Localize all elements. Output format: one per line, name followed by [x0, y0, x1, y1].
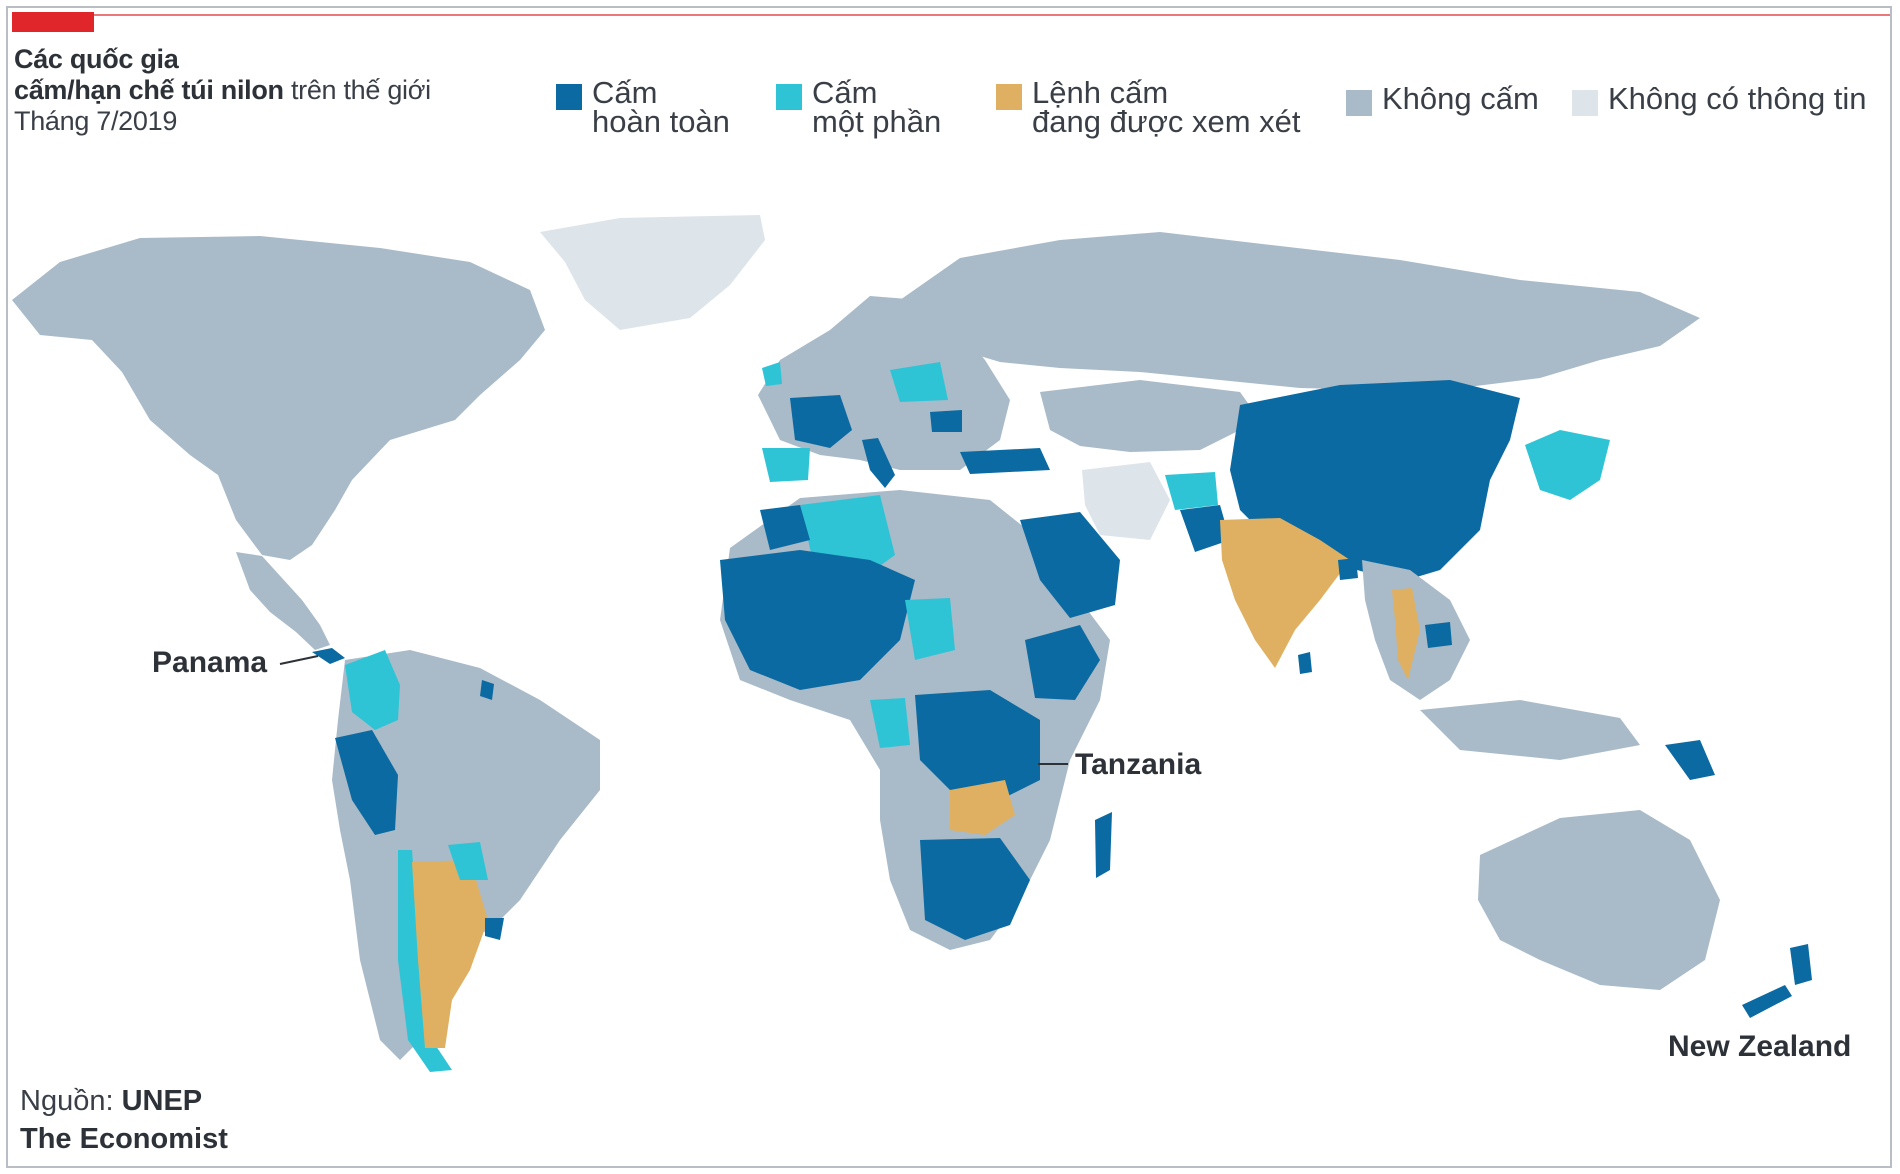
region-uruguay — [485, 918, 504, 940]
title-line2-rest: trên thế giới — [283, 75, 431, 105]
region-morocco — [760, 505, 810, 550]
region-iberia — [762, 448, 810, 482]
title-date: Tháng 7/2019 — [14, 106, 178, 136]
region-french-guiana — [480, 680, 494, 700]
region-italy — [862, 438, 895, 488]
region-central-asia — [1040, 380, 1260, 452]
region-russia — [900, 232, 1700, 390]
source-economist: The Economist — [20, 1123, 228, 1155]
legend-label-considering: Lệnh cấm đang được xem xét — [1032, 75, 1301, 139]
region-peru — [335, 730, 398, 835]
region-uk-ireland — [762, 362, 782, 386]
region-colombia — [345, 650, 400, 730]
region-paraguay — [448, 842, 488, 880]
region-turkey — [960, 448, 1050, 474]
callout-line-panama — [279, 655, 319, 665]
brand-accent-line — [94, 14, 1890, 16]
region-zambia — [950, 780, 1015, 835]
region-greenland — [540, 215, 765, 330]
region-west-africa — [720, 550, 915, 690]
region-thailand — [1392, 588, 1420, 680]
region-cambodia — [1425, 622, 1452, 648]
source-unep: UNEP — [121, 1085, 203, 1117]
region-southern-africa — [920, 838, 1030, 940]
region-madagascar — [1095, 812, 1112, 878]
region-argentina — [412, 860, 488, 1048]
callout-new-zealand: New Zealand — [1668, 1030, 1851, 1063]
brand-accent-bar — [12, 12, 94, 32]
region-central-america — [236, 552, 330, 650]
legend-label-no-ban: Không cấm — [1382, 81, 1539, 116]
legend-swatch-full-ban — [556, 84, 582, 110]
callout-tanzania: Tanzania — [1075, 748, 1201, 781]
region-north-america — [12, 236, 545, 560]
legend-item-no-info: Không có thông tin — [1572, 81, 1867, 116]
region-indonesia — [1420, 700, 1640, 760]
source-prefix: Nguồn: — [20, 1085, 122, 1117]
region-central-europe — [890, 362, 948, 402]
region-new-zealand — [1790, 944, 1812, 985]
region-arabian-peninsula — [1020, 512, 1120, 618]
legend-item-no-ban: Không cấm — [1346, 81, 1539, 116]
region-horn-africa — [1025, 625, 1100, 700]
title-line2-bold: cấm/hạn chế túi nilon — [14, 75, 284, 105]
region-romania — [930, 410, 962, 432]
region-australia — [1478, 810, 1720, 990]
region-france — [790, 395, 852, 448]
region-central-africa-west — [870, 698, 910, 748]
legend-swatch-no-ban — [1346, 90, 1372, 116]
legend-label-full-ban: Cấm hoàn toàn — [592, 75, 730, 139]
region-pakistan — [1180, 505, 1230, 552]
legend-label-no-info: Không có thông tin — [1608, 81, 1867, 116]
title-line1: Các quốc gia — [14, 44, 179, 74]
region-korea-japan — [1525, 430, 1610, 500]
legend-swatch-partial-ban — [776, 84, 802, 110]
region-chile — [398, 850, 452, 1072]
legend-swatch-considering — [996, 84, 1022, 110]
legend-label-partial-ban: Cấm một phần — [812, 75, 942, 139]
region-afghanistan — [1165, 472, 1218, 510]
callout-panama: Panama — [152, 646, 267, 679]
region-sri-lanka — [1298, 652, 1312, 674]
region-central-africa — [915, 690, 1040, 800]
region-india — [1220, 518, 1350, 668]
region-bangladesh — [1338, 558, 1358, 580]
region-new-zealand-south — [1742, 985, 1792, 1018]
region-iran — [1082, 462, 1170, 540]
region-papua-new-guinea — [1665, 740, 1715, 780]
legend-swatch-no-info — [1572, 90, 1598, 116]
map-title: Các quốc gia cấm/hạn chế túi nilon trên … — [14, 44, 431, 137]
legend-item-considering: Lệnh cấm đang được xem xét — [996, 75, 1301, 139]
region-panama — [312, 648, 345, 664]
source-credit: Nguồn: UNEP The Economist — [20, 1082, 228, 1158]
legend-item-partial-ban: Cấm một phần — [776, 75, 942, 139]
region-nigeria — [905, 598, 955, 660]
legend-item-full-ban: Cấm hoàn toàn — [556, 75, 730, 139]
